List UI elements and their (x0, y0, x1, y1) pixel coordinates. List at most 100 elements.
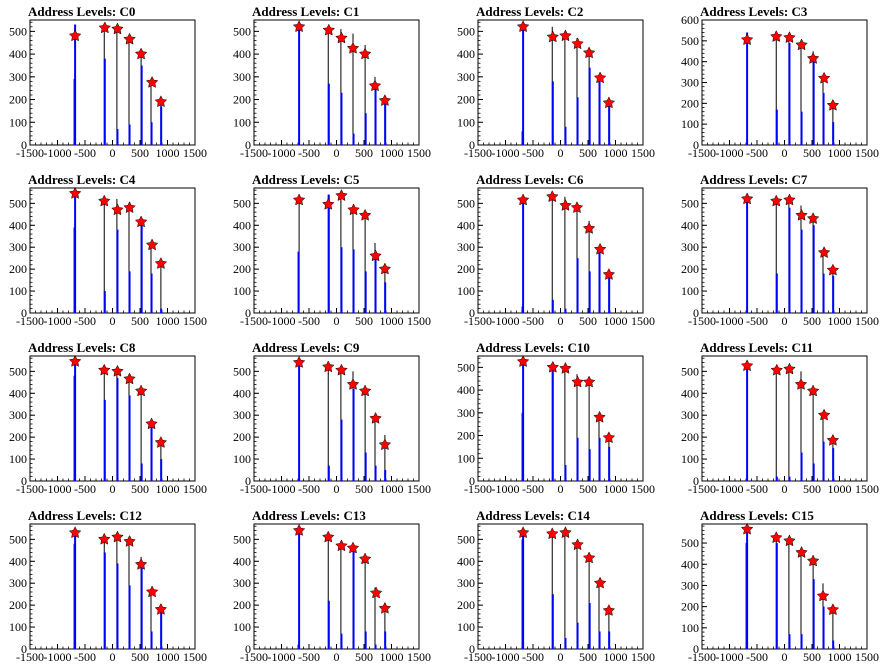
y-tick-label: 400 (9, 554, 27, 568)
y-tick-label: 100 (233, 452, 251, 466)
star-marker (322, 360, 335, 373)
plot-frame (253, 355, 420, 482)
x-tick-label: 1500 (631, 146, 655, 160)
y-tick-label: 100 (457, 620, 475, 634)
x-tick-label: -500 (298, 650, 320, 664)
y-tick-label: 200 (457, 93, 475, 107)
star-marker (826, 603, 840, 616)
chart-title: Address Levels: C10 (476, 340, 590, 355)
chart-title: Address Levels: C7 (700, 172, 808, 187)
star-marker (602, 604, 616, 616)
x-tick-label: 500 (355, 314, 373, 328)
x-tick-label: 1000 (380, 146, 404, 160)
y-tick-label: 0 (469, 306, 475, 320)
y-tick-label: 500 (457, 196, 475, 210)
star-marker (783, 534, 796, 547)
star-marker (335, 31, 348, 44)
y-tick-label: 500 (233, 532, 251, 546)
y-tick-label: 300 (681, 240, 699, 254)
x-tick-label: 500 (579, 482, 597, 496)
x-tick-label: 1500 (407, 482, 431, 496)
chart-title: Address Levels: C5 (252, 172, 360, 187)
star-marker (68, 186, 82, 199)
chart-panel-14: Address Levels: C14 0 100 200 300 400 500 -1500… (457, 508, 655, 664)
x-tick-label: 0 (558, 146, 564, 160)
chart-panel-15: Address Levels: C15 0 100 200 300 400 500 -1500… (681, 508, 879, 664)
x-tick-label: -1000 (44, 314, 72, 328)
chart-panel-12: Address Levels: C12 0 100 200 300 400 500 -1500… (9, 508, 207, 664)
y-tick-label: 300 (457, 240, 475, 254)
y-tick-label: 500 (681, 364, 699, 378)
y-tick-label: 400 (681, 55, 699, 69)
y-tick-label: 0 (21, 306, 27, 320)
star-marker (123, 32, 136, 45)
y-tick-label: 300 (457, 576, 475, 590)
x-tick-label: -1500 (688, 314, 716, 328)
star-marker (740, 522, 754, 535)
x-tick-label: -1000 (268, 650, 296, 664)
star-marker (571, 538, 584, 551)
star-marker (593, 576, 607, 589)
y-tick-label: 0 (21, 474, 27, 488)
y-tick-label: 400 (9, 218, 27, 232)
x-tick-label: 500 (803, 314, 821, 328)
star-marker (546, 360, 560, 373)
star-marker (795, 546, 808, 558)
chart-title: Address Levels: C14 (476, 508, 590, 523)
y-tick-label: 100 (457, 284, 475, 298)
x-tick-label: 0 (334, 482, 340, 496)
y-tick-label: 0 (693, 642, 699, 656)
x-tick-label: -500 (74, 482, 96, 496)
star-marker (559, 361, 572, 374)
y-tick-label: 400 (233, 386, 251, 400)
x-tick-label: 1000 (380, 482, 404, 496)
x-tick-label: -1500 (240, 314, 268, 328)
y-tick-label: 100 (9, 452, 27, 466)
y-tick-label: 400 (233, 47, 251, 61)
plot-frame (477, 355, 644, 482)
x-tick-label: 1000 (156, 650, 180, 664)
plot-frame (477, 187, 644, 314)
star-marker (816, 589, 830, 602)
star-marker (68, 354, 82, 367)
y-tick-label: 100 (233, 284, 251, 298)
y-tick-label: 400 (681, 386, 699, 400)
y-tick-label: 600 (681, 13, 699, 27)
star-marker (335, 363, 348, 376)
star-marker (582, 222, 596, 234)
y-tick-label: 0 (469, 138, 475, 152)
y-tick-label: 300 (681, 578, 699, 592)
x-tick-label: -500 (74, 314, 96, 328)
y-tick-label: 200 (681, 262, 699, 276)
star-marker (516, 193, 530, 206)
x-tick-label: -1000 (492, 482, 520, 496)
star-marker (347, 203, 360, 216)
star-marker (559, 198, 572, 211)
star-marker (154, 602, 168, 615)
x-tick-label: 1000 (380, 314, 404, 328)
star-marker (98, 21, 112, 34)
x-tick-label: -1000 (716, 482, 744, 496)
x-tick-label: 1500 (631, 482, 655, 496)
x-tick-label: 1000 (604, 650, 628, 664)
y-tick-label: 500 (457, 360, 475, 374)
y-tick-label: 200 (9, 262, 27, 276)
y-tick-label: 500 (457, 24, 475, 38)
chart-panel-7: Address Levels: C70100200300400500-1500-… (681, 172, 879, 328)
star-marker (68, 526, 82, 539)
x-tick-label: 1000 (380, 650, 404, 664)
chart-title: Address Levels: C13 (252, 508, 366, 523)
y-tick-label: 200 (681, 96, 699, 110)
x-tick-label: 1500 (183, 314, 207, 328)
star-marker (826, 433, 840, 446)
y-tick-label: 300 (457, 406, 475, 420)
y-tick-label: 200 (233, 262, 251, 276)
x-tick-label: 1500 (183, 146, 207, 160)
star-marker (145, 75, 159, 88)
y-tick-label: 500 (681, 34, 699, 48)
star-marker (358, 47, 372, 60)
chart-panel-8: Address Levels: C80100200300400500-1500-… (9, 340, 207, 496)
star-marker (795, 208, 808, 221)
star-marker (134, 384, 148, 397)
star-marker (817, 71, 831, 84)
